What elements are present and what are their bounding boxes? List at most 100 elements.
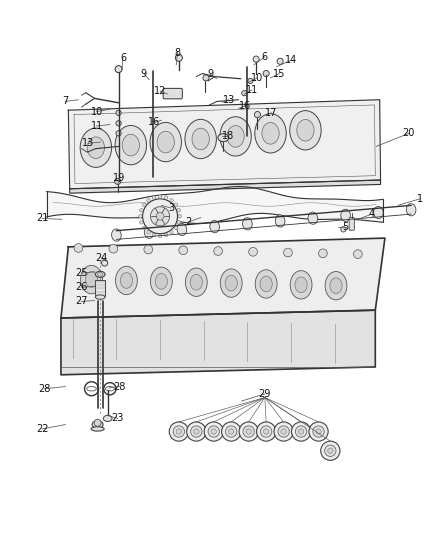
Ellipse shape	[255, 114, 286, 153]
Ellipse shape	[95, 271, 105, 277]
Ellipse shape	[255, 270, 277, 298]
Circle shape	[321, 441, 340, 461]
Ellipse shape	[150, 267, 172, 295]
Text: 9: 9	[141, 69, 147, 78]
Circle shape	[158, 234, 162, 238]
Text: 18: 18	[222, 131, 234, 141]
Circle shape	[295, 426, 307, 437]
Ellipse shape	[262, 123, 279, 144]
Ellipse shape	[325, 271, 347, 300]
Circle shape	[170, 230, 173, 234]
Ellipse shape	[260, 276, 272, 292]
Ellipse shape	[115, 125, 147, 165]
Circle shape	[263, 70, 269, 77]
Circle shape	[173, 426, 184, 437]
Circle shape	[116, 120, 121, 126]
Circle shape	[187, 422, 206, 441]
Ellipse shape	[225, 275, 237, 291]
Circle shape	[174, 203, 178, 206]
Ellipse shape	[155, 273, 167, 289]
Circle shape	[158, 195, 162, 198]
Text: 14: 14	[285, 55, 297, 66]
Circle shape	[169, 422, 188, 441]
Circle shape	[211, 429, 216, 434]
Text: 20: 20	[403, 128, 415, 139]
Circle shape	[325, 445, 336, 456]
Circle shape	[191, 426, 202, 437]
Circle shape	[278, 426, 289, 437]
Circle shape	[144, 245, 152, 254]
Bar	[95, 280, 106, 296]
Circle shape	[298, 429, 304, 434]
Ellipse shape	[157, 131, 174, 153]
Circle shape	[261, 426, 272, 437]
Text: 7: 7	[62, 96, 68, 107]
Circle shape	[94, 419, 101, 426]
Circle shape	[164, 233, 168, 237]
Circle shape	[341, 227, 346, 232]
Circle shape	[249, 247, 258, 256]
Circle shape	[253, 56, 259, 62]
Text: 23: 23	[112, 414, 124, 423]
Circle shape	[102, 260, 108, 266]
Circle shape	[150, 207, 170, 226]
Circle shape	[177, 208, 180, 212]
Ellipse shape	[374, 206, 383, 219]
Ellipse shape	[177, 223, 187, 236]
Circle shape	[174, 226, 178, 230]
Circle shape	[309, 422, 328, 441]
Ellipse shape	[81, 265, 102, 294]
Text: 19: 19	[113, 173, 126, 183]
Ellipse shape	[116, 266, 138, 295]
Ellipse shape	[276, 215, 285, 227]
Text: 11: 11	[246, 85, 258, 95]
Text: 5: 5	[343, 222, 349, 232]
Circle shape	[115, 66, 122, 72]
Circle shape	[147, 199, 150, 202]
Ellipse shape	[330, 278, 342, 294]
Text: 24: 24	[95, 253, 107, 263]
Ellipse shape	[122, 134, 139, 156]
Text: 29: 29	[259, 389, 271, 399]
Text: 2: 2	[185, 217, 191, 227]
Ellipse shape	[112, 229, 121, 241]
Ellipse shape	[192, 128, 209, 150]
Polygon shape	[61, 238, 385, 318]
Text: 28: 28	[113, 382, 126, 392]
Circle shape	[242, 91, 247, 96]
Text: 15: 15	[273, 69, 286, 78]
Ellipse shape	[295, 277, 307, 293]
Circle shape	[281, 429, 286, 434]
Text: 22: 22	[36, 424, 49, 434]
Ellipse shape	[98, 272, 103, 276]
Circle shape	[74, 244, 83, 252]
Text: 28: 28	[38, 384, 50, 394]
Circle shape	[147, 230, 150, 234]
Circle shape	[170, 199, 173, 202]
Ellipse shape	[145, 226, 154, 238]
Circle shape	[116, 131, 121, 136]
Circle shape	[328, 448, 333, 454]
Circle shape	[353, 250, 362, 259]
Text: 13: 13	[82, 139, 94, 148]
Circle shape	[248, 78, 253, 84]
Circle shape	[175, 54, 182, 61]
Circle shape	[177, 221, 180, 224]
Ellipse shape	[341, 209, 350, 222]
Circle shape	[142, 226, 146, 230]
Circle shape	[318, 249, 327, 257]
Circle shape	[164, 196, 168, 199]
Ellipse shape	[290, 271, 312, 299]
Text: 25: 25	[75, 268, 88, 278]
Ellipse shape	[91, 427, 104, 431]
Text: 3: 3	[168, 203, 174, 213]
Ellipse shape	[87, 137, 105, 158]
Polygon shape	[46, 187, 383, 223]
Text: 16: 16	[239, 101, 251, 111]
Text: 16: 16	[148, 117, 160, 127]
Ellipse shape	[243, 217, 252, 230]
Circle shape	[264, 429, 269, 434]
Circle shape	[140, 221, 143, 224]
Ellipse shape	[120, 272, 133, 288]
Circle shape	[203, 75, 209, 81]
